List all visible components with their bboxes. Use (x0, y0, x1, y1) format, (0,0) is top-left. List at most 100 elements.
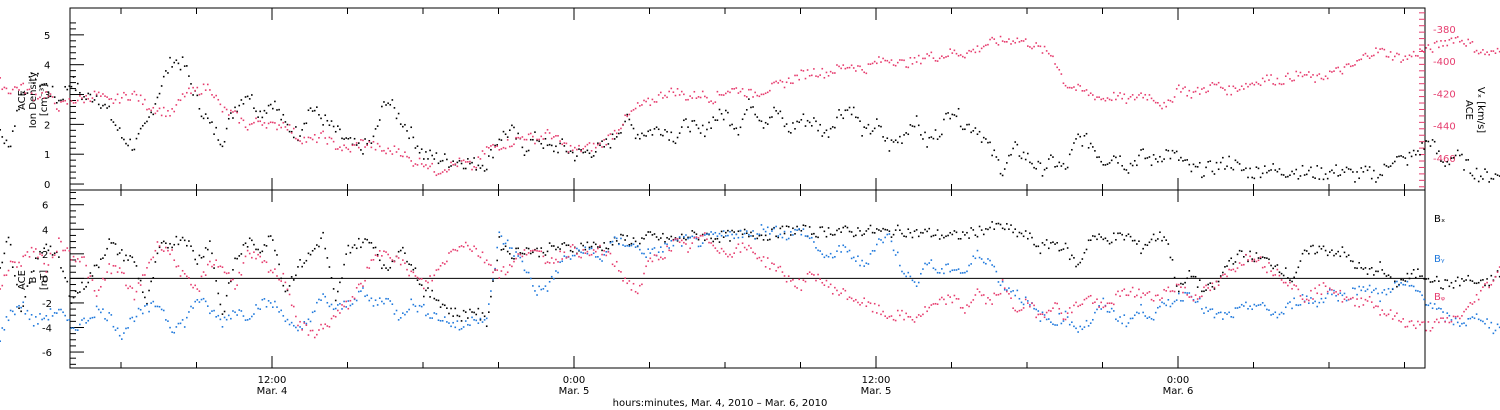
vx-point (1092, 94, 1094, 96)
by-point (269, 302, 272, 304)
vx-point (366, 144, 368, 147)
by-point (378, 297, 381, 299)
bx-point (100, 258, 102, 260)
vx-point (1473, 51, 1476, 53)
bx-point (14, 274, 16, 277)
bz-point (441, 262, 444, 264)
bx-point (582, 244, 584, 247)
bx-point (320, 237, 322, 240)
bz-point (831, 292, 834, 295)
bz-point (1008, 293, 1010, 295)
bz-point (941, 296, 943, 299)
vx-point (320, 132, 322, 134)
bz-point (381, 255, 383, 257)
vx-point (292, 127, 295, 130)
vx-point (330, 137, 333, 140)
bx-point (171, 246, 173, 249)
bz-point (353, 297, 356, 300)
by-point (322, 293, 324, 295)
bx-point (624, 239, 626, 241)
bx-point (907, 228, 910, 230)
by-point (1039, 320, 1042, 322)
density-point (592, 155, 595, 157)
bz-point (448, 252, 450, 254)
density-point (722, 118, 725, 121)
bz-point (582, 249, 584, 251)
density-point (1438, 150, 1440, 152)
bz-point (1022, 307, 1025, 309)
by-point (869, 253, 872, 255)
bz-point (1261, 266, 1264, 269)
bz-point (309, 329, 312, 332)
vx-point (416, 164, 419, 166)
vx-point (3, 86, 6, 89)
bx-point (626, 235, 629, 237)
vx-point (30, 92, 33, 94)
bz-point (574, 247, 576, 249)
bx-point (911, 236, 914, 239)
bz-point (488, 263, 490, 266)
vx-point (670, 87, 673, 90)
by-point (1205, 306, 1207, 309)
density-point (299, 135, 301, 137)
bx-point (437, 299, 440, 302)
density-point (443, 153, 446, 155)
bz-point (32, 250, 35, 253)
vx-point (582, 148, 584, 150)
by-point (299, 326, 301, 328)
bx-point (1490, 274, 1493, 277)
bz-point (1312, 298, 1314, 300)
bx-point (630, 242, 633, 245)
density-point (475, 169, 478, 171)
density-point (1316, 165, 1319, 167)
density-point (301, 129, 303, 131)
density-point (1167, 149, 1170, 152)
vx-point (733, 88, 735, 90)
bz-point (1408, 320, 1411, 323)
density-point (1354, 181, 1356, 183)
bz-point (966, 304, 968, 306)
by-point (991, 264, 993, 266)
by-point (1041, 311, 1044, 314)
bx-point (269, 235, 272, 237)
by-point (95, 305, 98, 308)
bx-point (1092, 235, 1094, 237)
density-point (1266, 171, 1268, 174)
vx-point (550, 137, 553, 140)
bx-point (810, 233, 813, 235)
bz-point (869, 302, 872, 305)
density-point (578, 148, 580, 150)
density-point (1224, 168, 1226, 170)
density-point (1243, 169, 1245, 171)
bx-point (1467, 274, 1470, 277)
by-point (571, 254, 574, 257)
by-point (1255, 305, 1258, 307)
density-point (1490, 177, 1493, 180)
bz-point (1322, 282, 1325, 284)
vx-point (605, 143, 608, 146)
vx-point (418, 157, 421, 160)
vx-point (1121, 97, 1123, 100)
vx-point (429, 165, 431, 168)
by-point (353, 298, 356, 301)
by-point (766, 226, 769, 229)
by-point (909, 275, 912, 278)
density-point (253, 107, 255, 110)
by-point (922, 268, 924, 270)
bz-point (66, 247, 69, 249)
bx-point (278, 263, 280, 266)
top-panel-frame (69, 7, 1426, 191)
density-point (821, 135, 824, 137)
bz-point (1154, 294, 1157, 297)
bx-point (974, 234, 977, 236)
bz-point (194, 284, 197, 287)
density-point (955, 115, 958, 118)
by-point (704, 234, 706, 236)
by-point (1117, 320, 1119, 322)
density-point (1375, 181, 1377, 183)
vx-point (238, 122, 241, 124)
density-point (733, 128, 735, 130)
bz-point (112, 264, 115, 267)
density-point (458, 160, 461, 162)
bx-point (569, 249, 572, 252)
